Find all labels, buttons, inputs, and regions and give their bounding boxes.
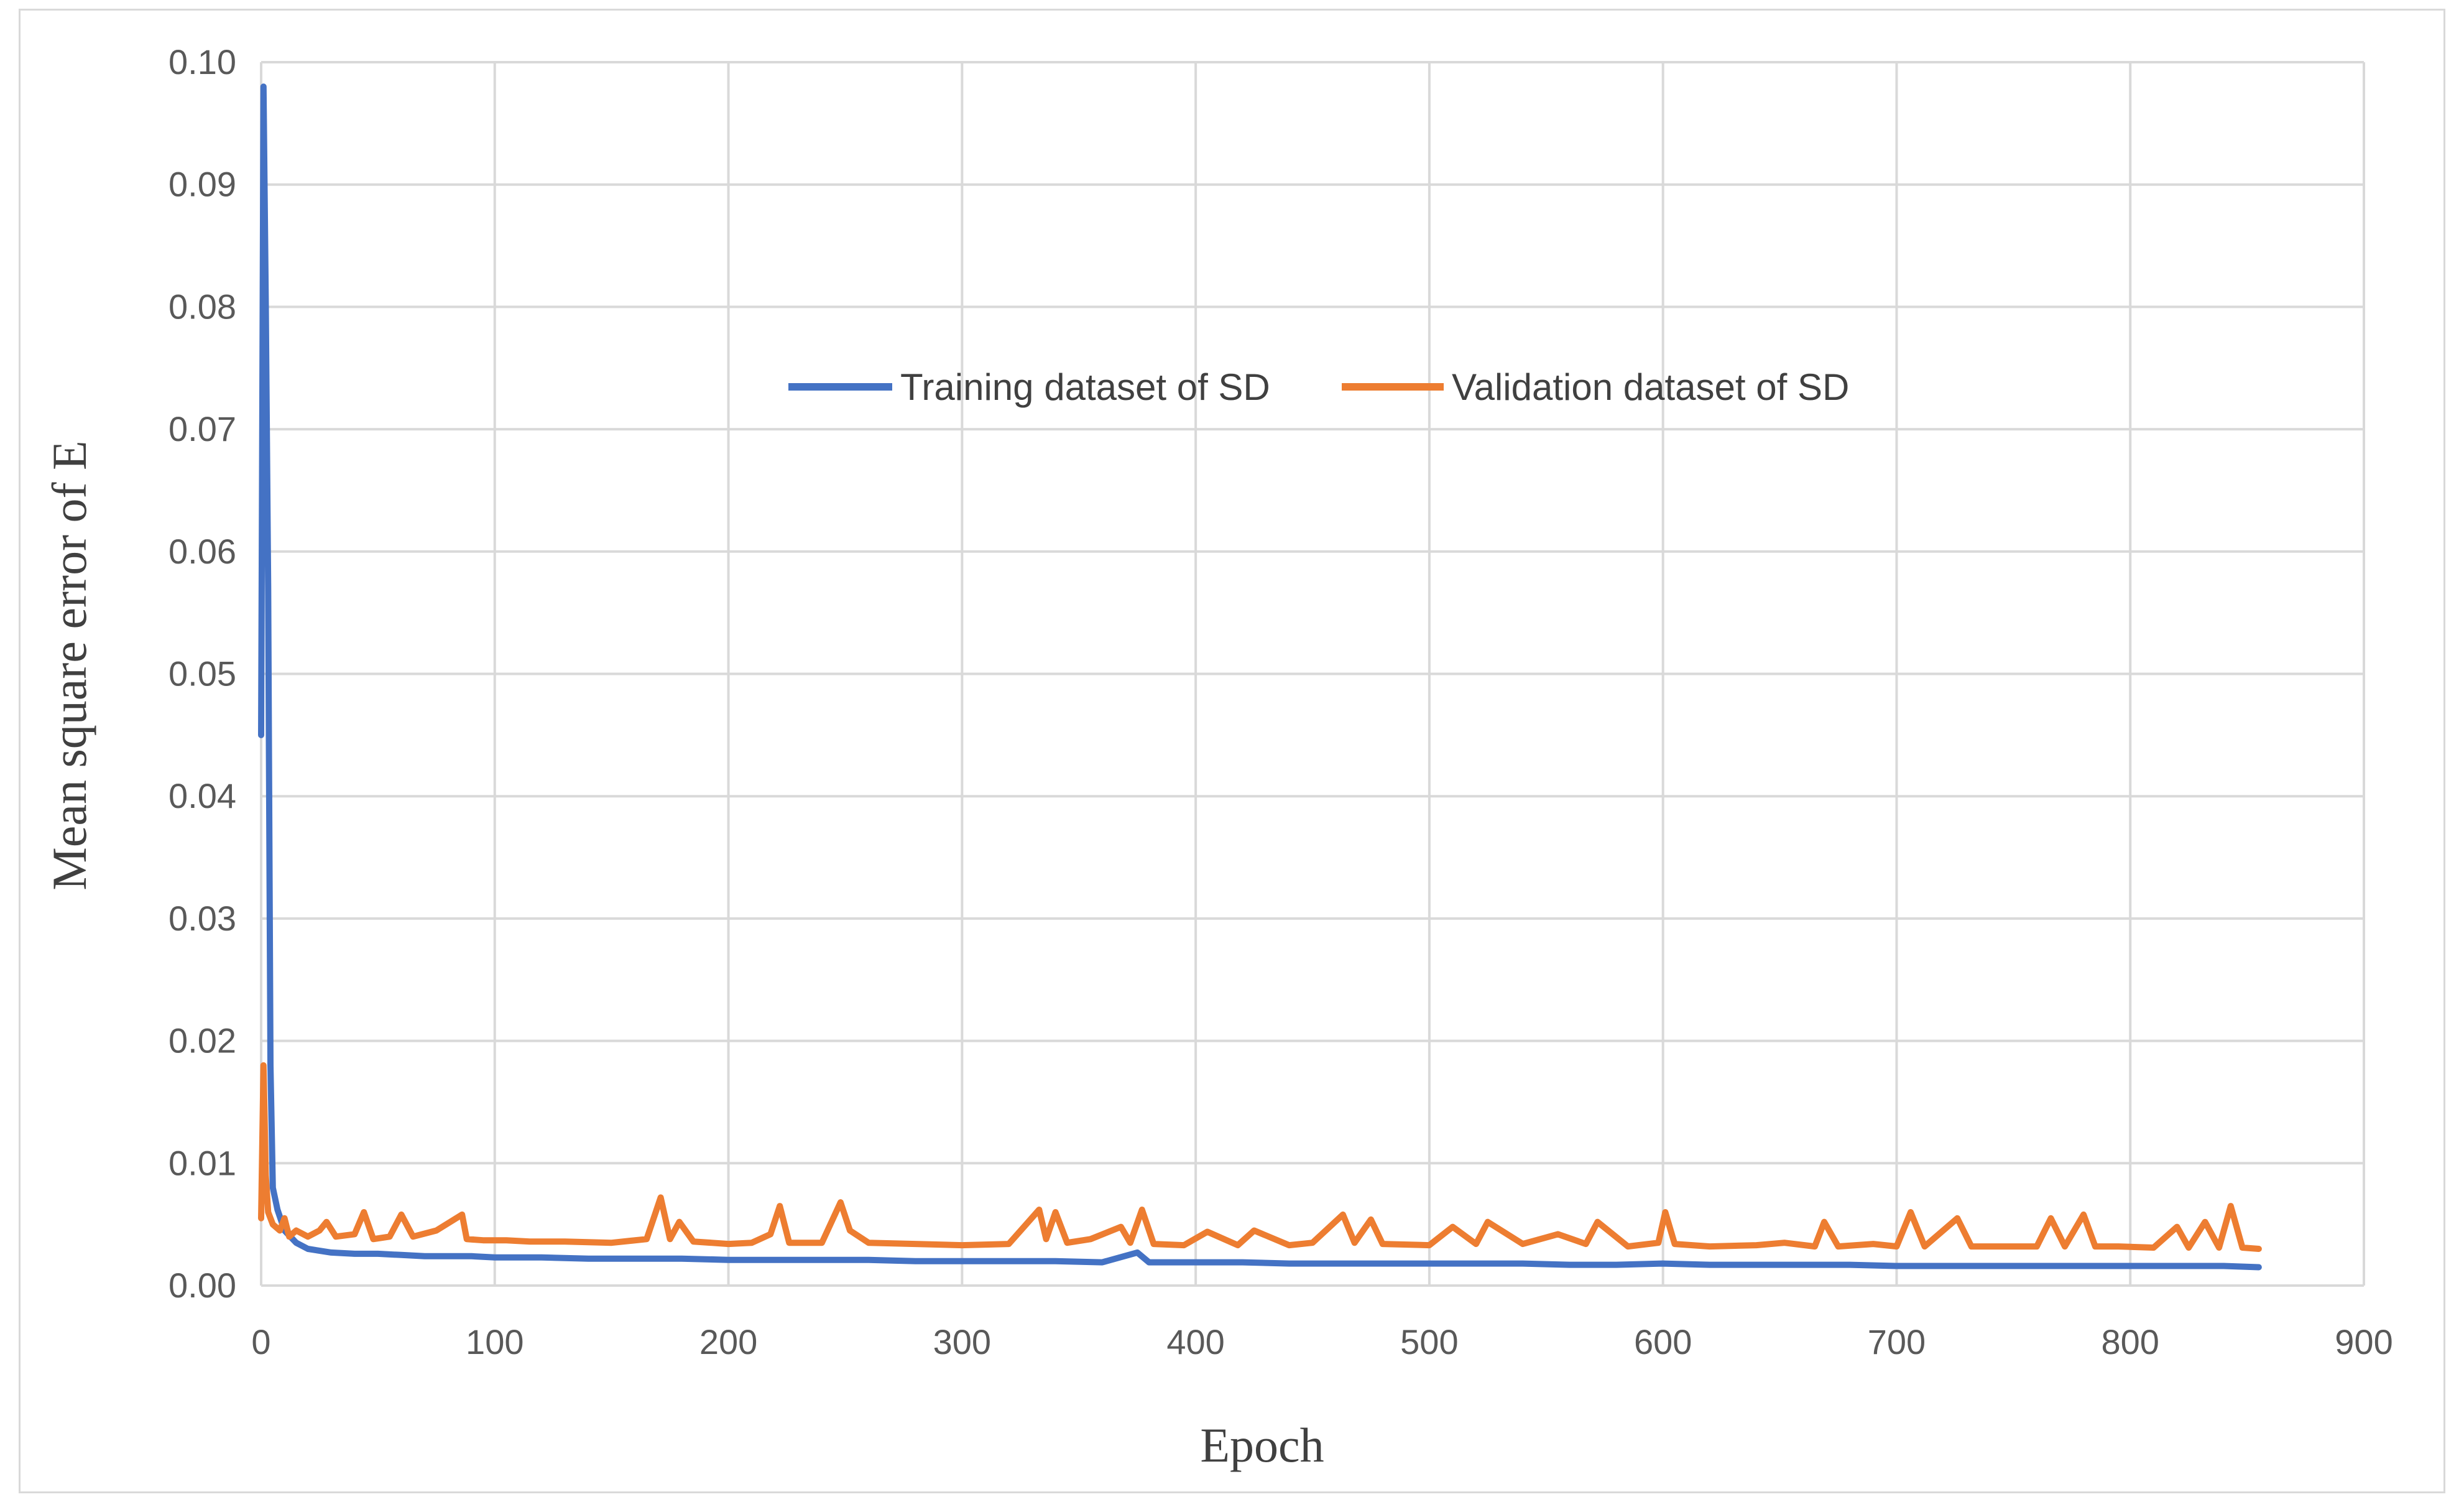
legend: Training dataset of SD Validation datase… <box>788 366 1849 408</box>
x-tick-label: 800 <box>2102 1322 2159 1361</box>
x-tick-labels: 0 100 200 300 400 500 600 700 800 900 <box>251 1322 2392 1361</box>
y-axis-title: Mean square error of E <box>42 440 96 890</box>
x-tick-label: 600 <box>1634 1322 1692 1361</box>
x-tick-label: 300 <box>933 1322 991 1361</box>
y-tick-label: 0.07 <box>168 409 236 448</box>
x-tick-label: 900 <box>2335 1322 2392 1361</box>
x-tick-label: 500 <box>1400 1322 1458 1361</box>
series-line-training <box>258 83 2262 1271</box>
y-tick-label: 0.04 <box>168 776 236 815</box>
y-tick-label: 0.01 <box>168 1143 236 1182</box>
x-tick-label: 0 <box>251 1322 270 1361</box>
x-tick-label: 400 <box>1166 1322 1224 1361</box>
y-tick-label: 0.06 <box>168 532 236 571</box>
x-axis-title: Epoch <box>1200 1418 1324 1472</box>
y-tick-label: 0.09 <box>168 165 236 204</box>
y-tick-label: 0.10 <box>168 42 236 81</box>
x-tick-label: 700 <box>1868 1322 1926 1361</box>
series-lines <box>258 83 2262 1271</box>
gridlines <box>260 61 2365 1287</box>
y-tick-labels: 0.00 0.01 0.02 0.03 0.04 0.05 0.06 0.07 0.08 0.09… <box>168 42 236 1305</box>
y-tick-label: 0.02 <box>168 1021 236 1060</box>
y-tick-label: 0.00 <box>168 1266 236 1305</box>
x-tick-label: 200 <box>699 1322 757 1361</box>
series-line-validation <box>258 1062 2262 1252</box>
y-tick-label: 0.05 <box>168 654 236 693</box>
x-tick-label: 100 <box>466 1322 524 1361</box>
y-tick-label: 0.03 <box>168 899 236 938</box>
legend-label-training: Training dataset of SD <box>900 366 1270 408</box>
legend-label-validation: Validation dataset of SD <box>1452 366 1849 408</box>
y-tick-label: 0.08 <box>168 287 236 326</box>
